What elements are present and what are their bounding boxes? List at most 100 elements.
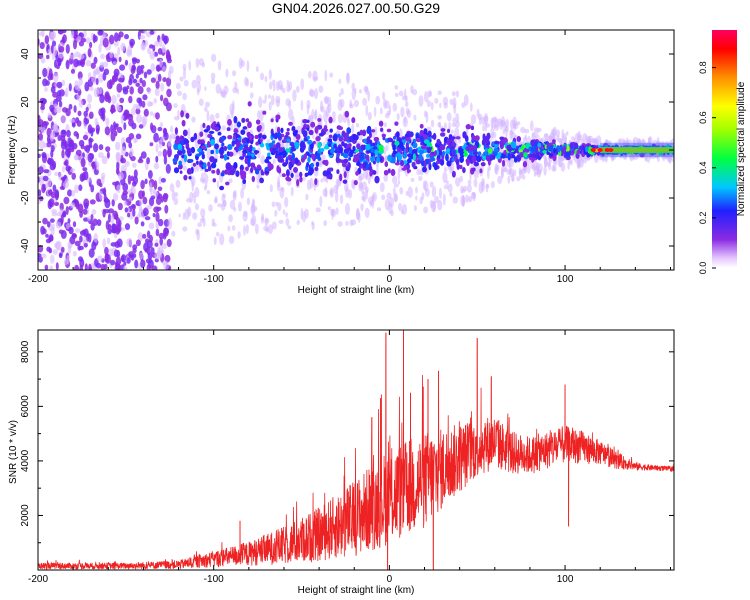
spectrogram-noise-cell — [88, 111, 94, 119]
spectrogram-noise-cell — [161, 66, 167, 72]
spectrogram-noise-cell — [113, 249, 119, 258]
spectrogram-signal-cell — [407, 158, 412, 163]
spectrogram-noise-cell — [38, 133, 43, 141]
spectrogram-noise-cell — [75, 201, 80, 210]
spectrogram-noise-cell — [157, 150, 163, 157]
spectrogram-noise-cell — [76, 120, 82, 127]
spectrogram-signal-cell — [250, 167, 254, 174]
spectrogram-noise-cell — [55, 262, 59, 270]
spectrogram-halo-cell — [543, 165, 547, 176]
spectrogram-noise-cell — [74, 228, 81, 234]
spectrogram-halo-cell — [286, 83, 291, 93]
spectrogram-noise-cell — [112, 61, 117, 66]
spectrogram-halo-cell — [271, 221, 277, 230]
spectrogram-signal-cell — [462, 131, 467, 139]
spectrogram-halo-cell — [260, 155, 266, 165]
spectrogram-noise-cell — [157, 126, 163, 132]
spectrogram-signal-cell — [259, 177, 264, 184]
spectrogram-signal-cell — [477, 151, 482, 156]
spectrogram-noise-cell — [117, 202, 123, 211]
spectrogram-noise-cell — [109, 34, 115, 45]
spectrogram-signal-cell — [365, 154, 370, 160]
spectrogram-halo-cell — [406, 109, 412, 118]
spectrogram-signal-cell — [593, 145, 599, 149]
spectrogram-halo-cell — [508, 168, 515, 178]
spectrogram-signal-cell — [420, 145, 427, 150]
spectrogram-noise-cell — [118, 171, 124, 181]
spectrogram-signal-cell — [448, 142, 453, 150]
spectrogram-signal-cell — [523, 152, 528, 158]
spectrogram-noise-cell — [52, 91, 59, 98]
spectrogram-halo-cell — [184, 208, 190, 220]
spectrogram-signal-cell — [241, 138, 247, 144]
spectrogram-signal-cell — [246, 131, 251, 138]
spectrogram-signal-cell — [226, 151, 230, 157]
spectrogram-signal-cell — [214, 126, 220, 132]
spectrogram-halo-cell — [335, 178, 340, 191]
spectrogram-noise-cell — [47, 199, 53, 210]
spectrogram-signal-cell — [172, 157, 178, 163]
spectrogram-noise-cell — [50, 235, 54, 242]
spectrogram-halo-cell — [288, 100, 291, 110]
spectrogram-halo-cell — [274, 209, 278, 217]
spectrogram-noise-cell — [97, 87, 103, 95]
spectrogram-signal-cell — [236, 141, 241, 148]
spectrogram-signal-cell — [174, 139, 180, 145]
spectrogram-noise-cell — [163, 155, 168, 165]
spectrogram-signal-cell — [286, 138, 291, 143]
spectrogram-noise-cell — [143, 71, 148, 79]
snr-frame — [37, 329, 675, 571]
spectrogram-halo-cell — [191, 180, 194, 192]
spectrogram-halo-cell — [418, 95, 424, 107]
spectrogram-noise-cell — [78, 77, 83, 86]
spectrogram-noise-cell — [85, 59, 92, 67]
spectrogram-noise-cell — [117, 77, 125, 83]
spectrogram-noise-cell — [128, 62, 132, 71]
spectrogram-halo-cell — [404, 101, 409, 107]
spectrogram-halo-cell — [399, 187, 404, 195]
spectrogram-halo-cell — [442, 96, 449, 106]
spectrogram-halo-cell — [345, 220, 349, 226]
spectrogram-halo-cell — [263, 225, 269, 232]
spectrogram-signal-cell — [336, 169, 340, 175]
spectrogram-signal-cell — [254, 135, 259, 139]
spectrogram-noise-cell — [48, 68, 53, 78]
spectrogram-halo-cell — [315, 207, 321, 213]
spectrogram-signal-cell — [186, 147, 192, 155]
spectrogram-halo-cell — [429, 181, 434, 188]
spectrogram-noise-cell — [92, 33, 96, 44]
spectrogram-signal-cell — [361, 129, 367, 137]
spectrogram-noise-cell — [115, 123, 119, 128]
spectrogram-halo-cell — [490, 117, 494, 129]
spectrogram-signal-cell — [573, 142, 579, 151]
spectrogram-signal-cell — [403, 164, 408, 169]
spectrogram-signal-cell — [181, 149, 186, 155]
colorbar: 0.0 0.2 0.4 0.6 0.8 Normalized spectral ampl… — [698, 30, 747, 274]
spectrogram-halo-cell — [200, 208, 206, 218]
spectrogram-halo-cell — [223, 199, 227, 207]
spectrogram-halo-cell — [329, 187, 334, 198]
spectrogram-signal-cell — [556, 145, 560, 149]
spectrogram-halo-cell — [281, 87, 286, 94]
spectrogram-signal-cell — [336, 158, 342, 163]
spectrogram-noise-cell — [91, 241, 97, 251]
spectrogram-halo-cell — [426, 126, 432, 132]
spectrogram-signal-cell — [201, 145, 207, 150]
spectrogram-noise-cell — [83, 110, 88, 118]
spectrogram-noise-cell — [62, 34, 67, 44]
spectrogram-signal-cell — [425, 158, 430, 165]
spectrogram-halo-cell — [213, 236, 217, 245]
spectrogram-signal-cell — [354, 134, 359, 141]
spectrogram-halo-cell — [305, 193, 309, 201]
spectrogram-halo-cell — [431, 185, 437, 198]
spectrogram-signal-cell — [386, 128, 392, 133]
spectrogram-halo-cell — [215, 83, 221, 94]
spectrogram-signal-cell — [220, 137, 226, 141]
spectrogram-signal-cell — [485, 155, 491, 161]
spectrogram-signal-cell — [308, 167, 314, 175]
spectrogram-halo-cell — [421, 192, 425, 200]
spectrogram-halo-cell — [505, 118, 510, 128]
spectrogram-halo-cell — [362, 97, 367, 106]
spectrogram-noise-cell — [118, 56, 122, 63]
